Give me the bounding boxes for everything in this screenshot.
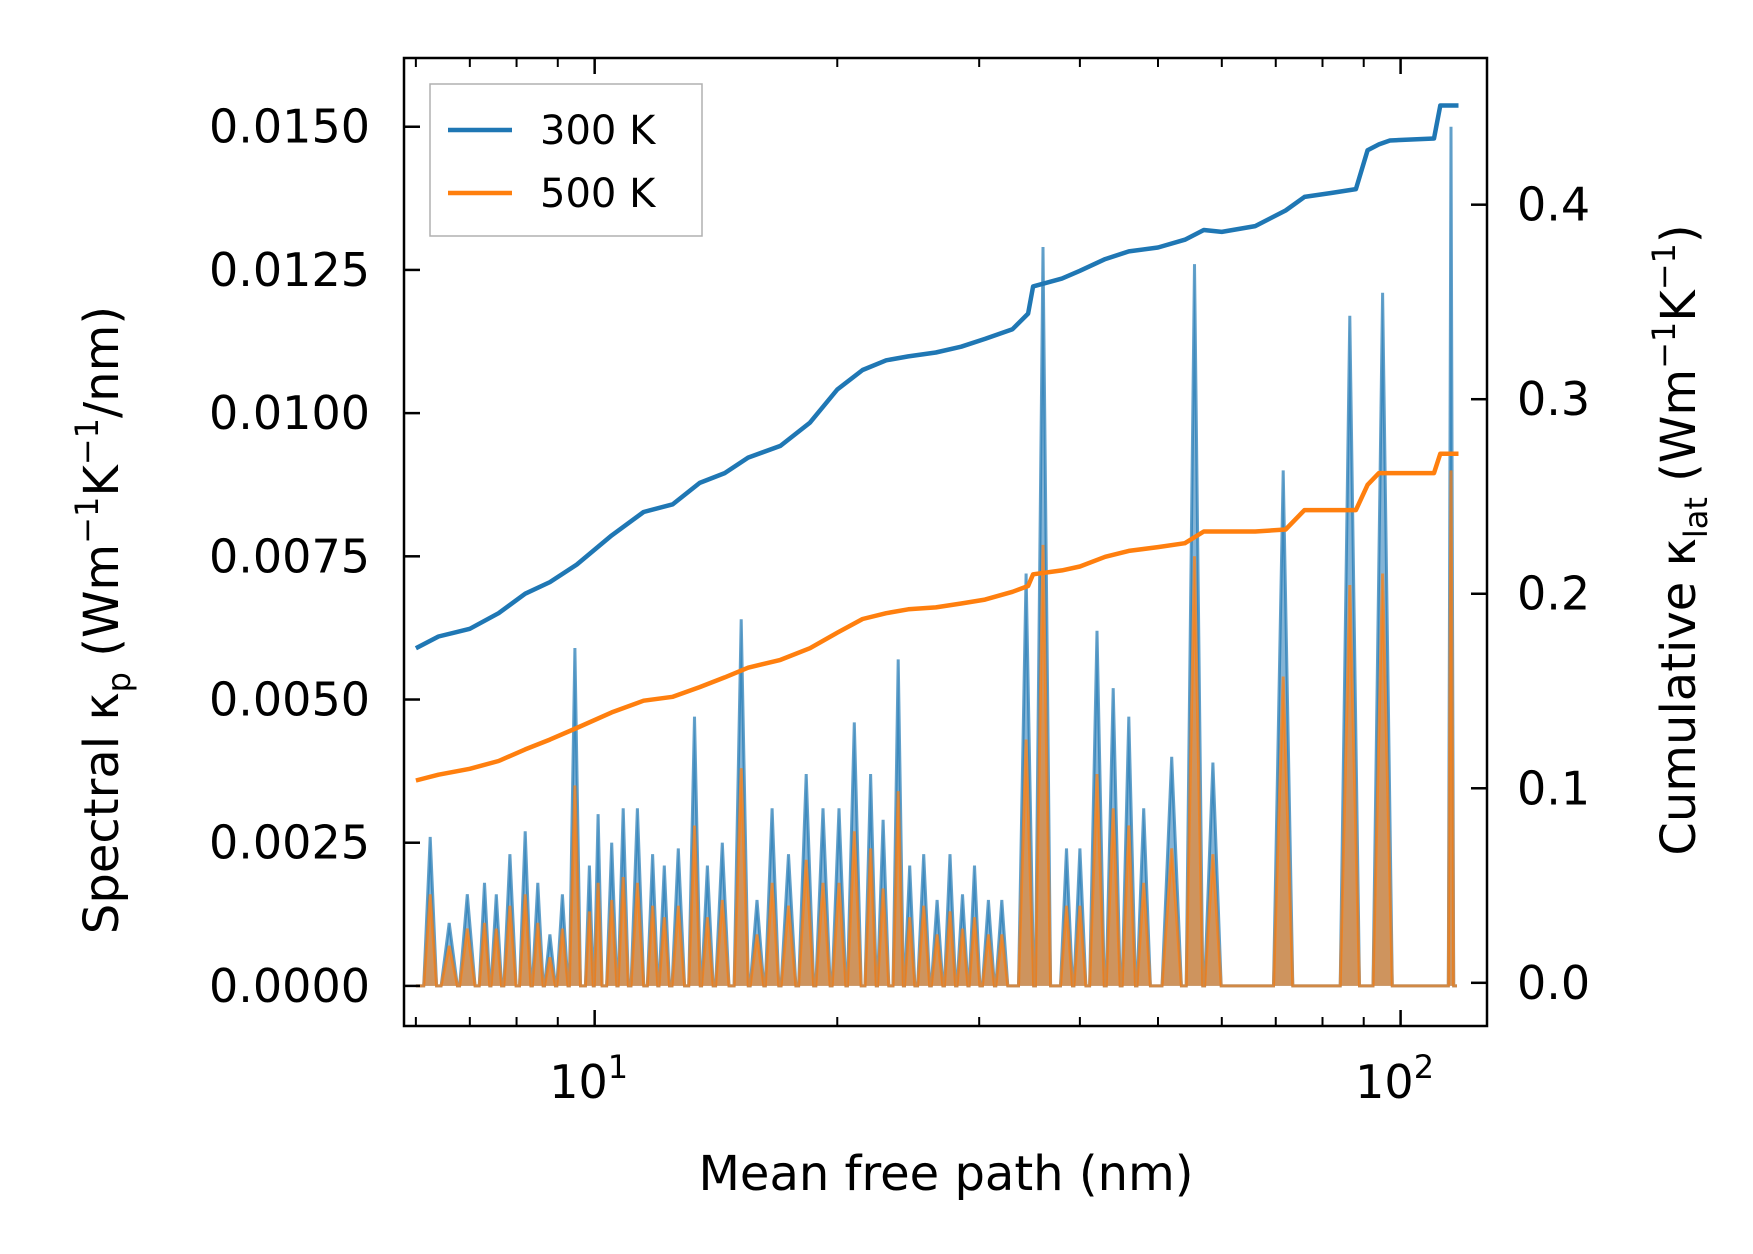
axis-ticks: 0.00000.00250.00500.00750.01000.01250.01…	[209, 58, 1590, 1109]
legend-box	[429, 83, 703, 237]
legend-label-500k: 500 K	[540, 171, 657, 217]
x-tick-label: 102	[1355, 1048, 1434, 1109]
y-right-tick-label: 0.3	[1517, 372, 1590, 426]
legend-label-300k: 300 K	[540, 108, 657, 154]
plot-area	[414, 103, 1459, 988]
cumulative-line-300k	[414, 103, 1459, 651]
y-left-tick-label: 0.0125	[209, 243, 370, 297]
y-right-tick-label: 0.2	[1517, 567, 1590, 621]
spectral-area-500k	[415, 470, 1457, 986]
y-axis-title-left: Spectral κp (Wm−1K−1/nm)	[68, 306, 138, 934]
y-axis-title-right: Cumulative κlat (Wm−1K−1)	[1645, 224, 1715, 855]
y-right-tick-label: 0.4	[1517, 178, 1590, 232]
y-left-tick-label: 0.0075	[209, 529, 370, 583]
y-left-tick-label: 0.0100	[209, 386, 370, 440]
legend: 300 K 500 K	[429, 83, 703, 237]
y-right-tick-label: 0.1	[1517, 761, 1590, 815]
y-left-tick-label: 0.0050	[209, 673, 370, 727]
y-left-tick-label: 0.0025	[209, 816, 370, 870]
y-left-tick-label: 0.0150	[209, 100, 370, 154]
y-left-tick-label: 0.0000	[209, 959, 370, 1013]
spectral-line-500k	[415, 470, 1457, 988]
x-tick-label: 101	[549, 1048, 628, 1109]
y-right-tick-label: 0.0	[1517, 956, 1590, 1010]
cumulative-line-500k	[415, 451, 1459, 783]
plot-frame	[402, 56, 1489, 1028]
x-axis-title: Mean free path (nm)	[699, 1146, 1194, 1202]
